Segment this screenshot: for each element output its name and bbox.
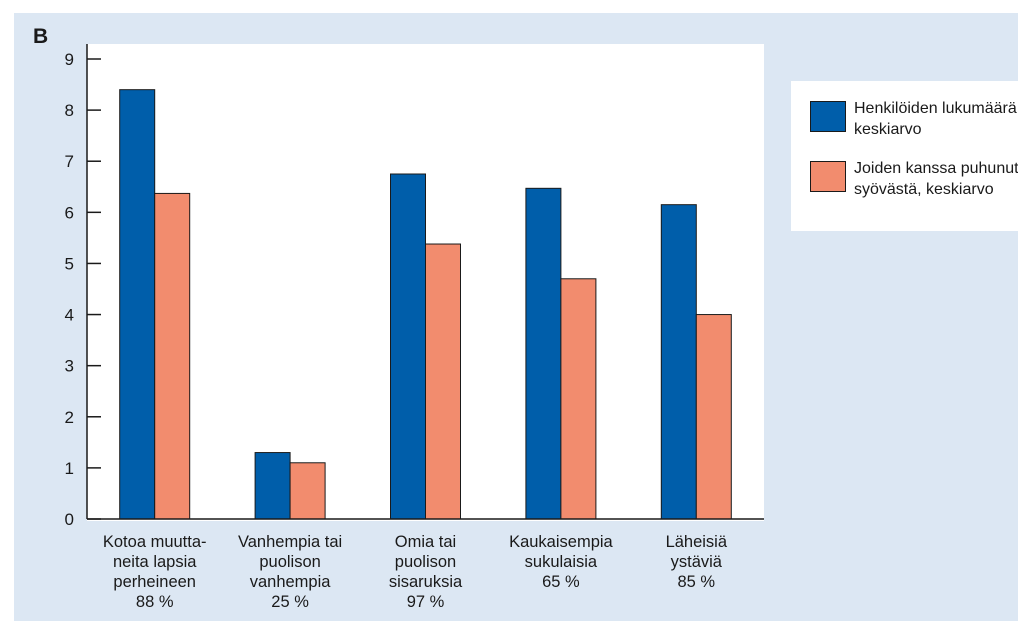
x-category-label-line: 85 % bbox=[677, 573, 715, 591]
x-category-label-line: vanhempia bbox=[250, 573, 332, 591]
x-category-label-line: perheineen bbox=[113, 573, 196, 591]
legend-swatch-series-1 bbox=[810, 101, 846, 132]
bar-series-2-cat-5 bbox=[695, 314, 732, 520]
x-category-label-line: neita lapsia bbox=[113, 553, 197, 571]
x-category-label-line: Omia tai bbox=[395, 533, 456, 551]
x-category-label-line: puolison bbox=[259, 553, 320, 571]
y-tick-label: 6 bbox=[65, 203, 74, 222]
x-category-label: Kaukaisempia sukulaisia 65 % bbox=[509, 533, 613, 591]
x-category-label-line: puolison bbox=[395, 553, 456, 571]
x-category-label-line: 88 % bbox=[136, 593, 174, 611]
x-category-label: Kotoa muutta-neita lapsia perheineen 88 % bbox=[103, 533, 207, 611]
bars-group bbox=[119, 89, 732, 520]
y-tick-label: 4 bbox=[65, 306, 74, 325]
legend-label-series-1: Henkilöiden lukumäärä, keskiarvo bbox=[854, 100, 1018, 138]
x-category-label: Läheisiä ystäviä 85 % bbox=[666, 533, 728, 591]
x-category-label-line: 97 % bbox=[407, 593, 445, 611]
x-category-label-line: Kotoa muutta- bbox=[103, 533, 207, 551]
x-category-label-line: sukulaisia bbox=[525, 553, 598, 571]
x-category-label-line: Kaukaisempia bbox=[509, 533, 613, 551]
bar-series-1-cat-5 bbox=[660, 204, 697, 520]
legend-label-series-2: Joiden kanssa puhunut syövästä, keskiarv… bbox=[854, 160, 1018, 198]
axes-group bbox=[86, 44, 764, 520]
legend-item-series-2: Joiden kanssa puhunut syövästä, keskiarv… bbox=[810, 160, 1018, 200]
x-category-label: Vanhempia tai puolison vanhempia 25 % bbox=[238, 533, 342, 611]
legend: Henkilöiden lukumäärä, keskiarvo Joiden … bbox=[791, 81, 1018, 231]
legend-item-series-1: Henkilöiden lukumäärä, keskiarvo bbox=[810, 100, 1018, 140]
bar-series-1-cat-4 bbox=[525, 187, 562, 520]
x-category-label-line: sisaruksia bbox=[389, 573, 463, 591]
x-category-label: Omia tai puolison sisaruksia 97 % bbox=[389, 533, 463, 611]
y-tick-label: 8 bbox=[65, 101, 74, 120]
bar-series-1-cat-1 bbox=[119, 89, 156, 520]
legend-swatch-series-2 bbox=[810, 161, 846, 192]
y-tick-label: 5 bbox=[65, 254, 74, 273]
x-category-label-line: Vanhempia tai bbox=[238, 533, 342, 551]
y-tick-label: 3 bbox=[65, 357, 74, 376]
x-category-label-line: ystäviä bbox=[671, 553, 723, 571]
bar-series-2-cat-4 bbox=[560, 278, 597, 520]
bar-series-1-cat-2 bbox=[254, 452, 291, 520]
x-category-label-line: Läheisiä bbox=[666, 533, 728, 551]
bar-series-1-cat-3 bbox=[390, 173, 426, 520]
y-ticks-group: 0 1 2 3 4 5 6 7 8 9 bbox=[65, 50, 101, 529]
panel-letter: B bbox=[33, 25, 49, 48]
x-category-label-line: 25 % bbox=[271, 593, 309, 611]
y-tick-label: 1 bbox=[65, 459, 74, 478]
bar-series-2-cat-2 bbox=[289, 462, 326, 520]
y-tick-label: 0 bbox=[65, 510, 74, 529]
y-tick-label: 9 bbox=[65, 50, 74, 69]
bar-series-2-cat-3 bbox=[425, 243, 461, 520]
x-category-label-line: 65 % bbox=[542, 573, 580, 591]
x-labels-group: Kotoa muutta-neita lapsia perheineen 88 % V… bbox=[103, 533, 728, 611]
bar-series-2-cat-1 bbox=[154, 192, 191, 520]
y-tick-label: 7 bbox=[65, 152, 74, 171]
y-tick-label: 2 bbox=[65, 408, 74, 427]
